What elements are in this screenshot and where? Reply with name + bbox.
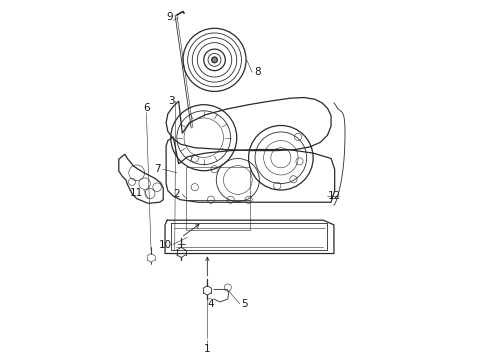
Text: 5: 5 (242, 299, 248, 309)
Text: 12: 12 (328, 191, 341, 201)
Text: 2: 2 (173, 189, 180, 199)
Text: 10: 10 (159, 239, 172, 249)
Text: 3: 3 (168, 96, 175, 106)
Text: 7: 7 (154, 164, 160, 174)
Text: 11: 11 (130, 188, 143, 198)
Text: 1: 1 (204, 343, 211, 354)
Circle shape (212, 57, 218, 63)
Text: 6: 6 (143, 103, 149, 113)
Text: 9: 9 (167, 12, 173, 22)
Text: 8: 8 (254, 67, 261, 77)
Text: 4: 4 (208, 299, 214, 309)
